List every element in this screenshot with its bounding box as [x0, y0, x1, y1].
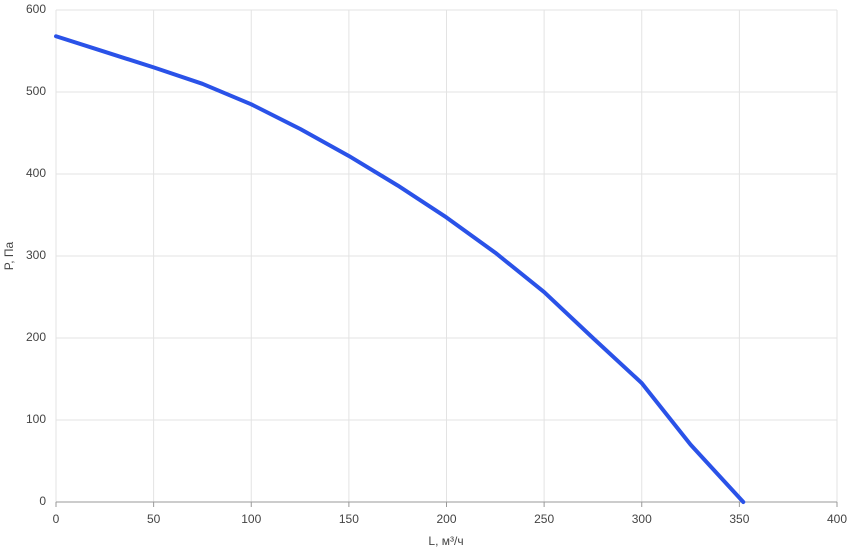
x-tick-label: 350: [729, 512, 749, 526]
x-tick-label: 150: [339, 512, 359, 526]
y-tick-label: 500: [26, 84, 46, 98]
data-line: [54, 34, 746, 504]
y-tick-label: 200: [26, 330, 46, 344]
x-tick-label: 300: [632, 512, 652, 526]
x-tick-label: 200: [436, 512, 456, 526]
x-tick-label: 100: [241, 512, 261, 526]
x-tick-label: 250: [534, 512, 554, 526]
x-tick-label: 400: [827, 512, 847, 526]
y-tick-label: 400: [26, 166, 46, 180]
y-tick-label: 0: [39, 494, 46, 508]
x-tick-label: 0: [53, 512, 60, 526]
y-tick-label: 300: [26, 248, 46, 262]
y-tick-label: 600: [26, 2, 46, 16]
x-tick-label: 50: [147, 512, 161, 526]
x-axis-label: L, м³/ч: [428, 534, 463, 548]
y-axis-label: P, Па: [2, 241, 16, 270]
y-tick-label: 100: [26, 412, 46, 426]
